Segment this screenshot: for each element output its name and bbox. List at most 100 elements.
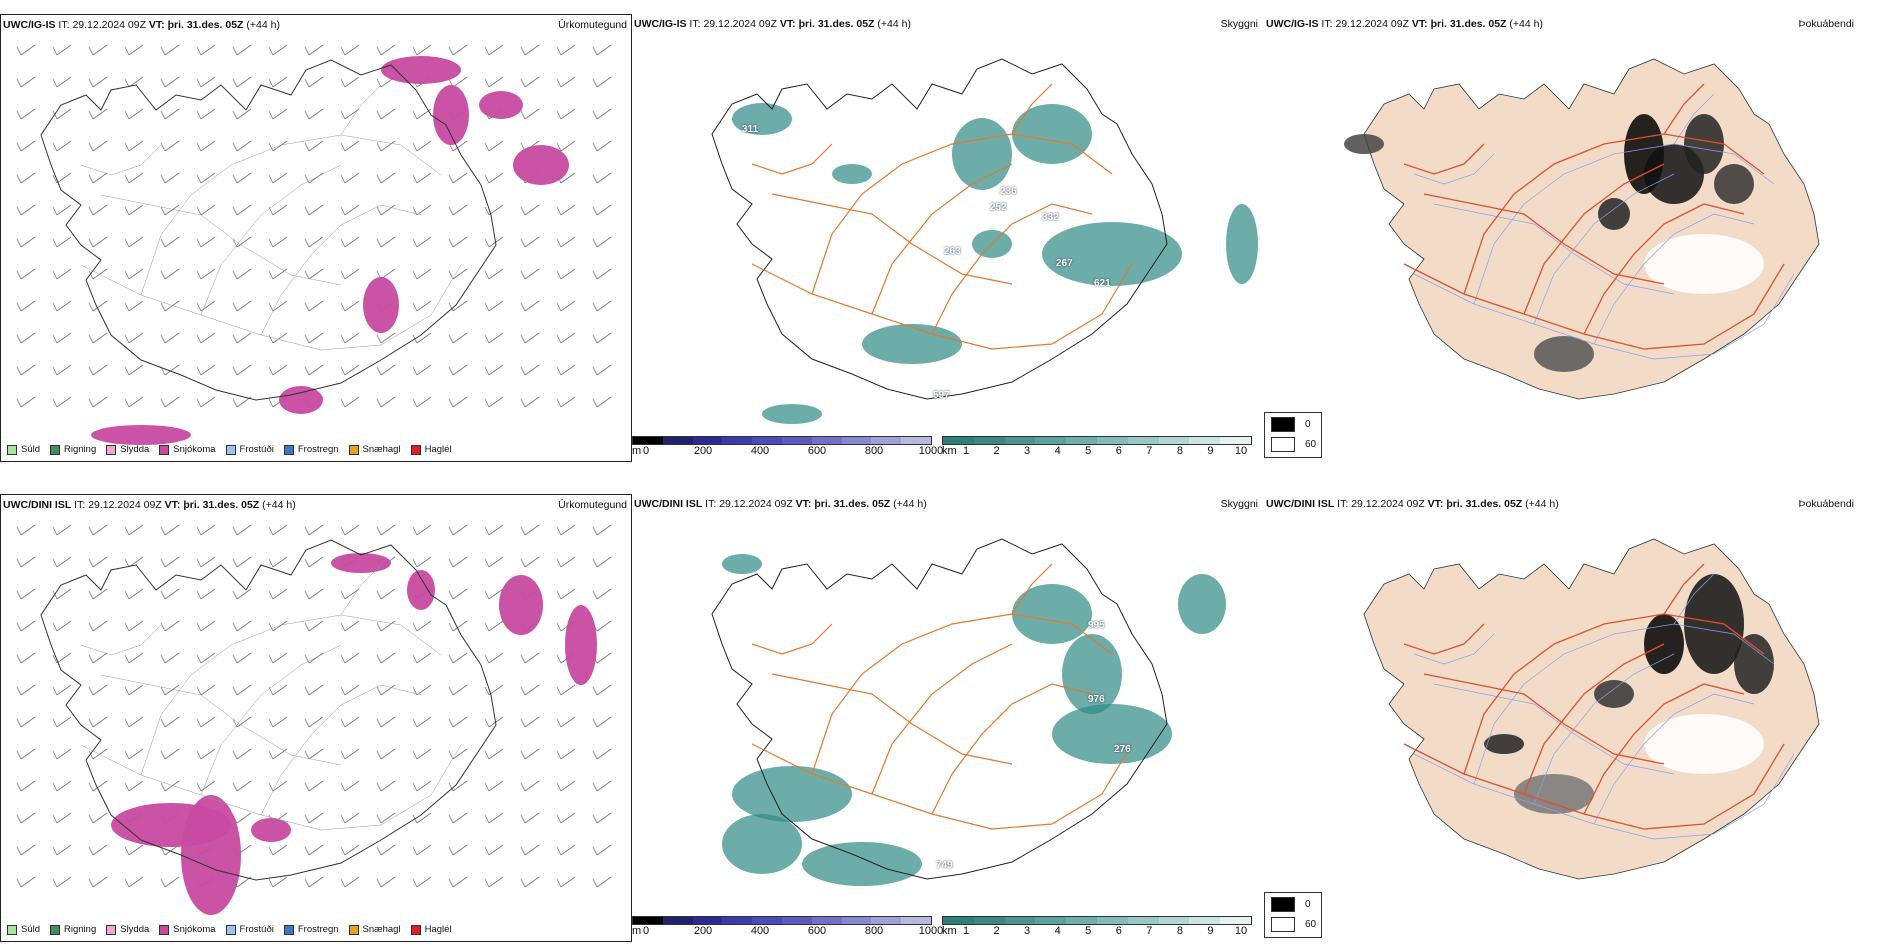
weather-area [1012, 104, 1092, 164]
wind-barb [340, 268, 360, 280]
wind-barb [592, 684, 612, 696]
scale-tick: 4 [1054, 445, 1061, 457]
wind-barb [124, 524, 144, 536]
visibility-colorbar [942, 916, 1252, 925]
colorbar-cell [1004, 437, 1036, 444]
wind-barb [340, 652, 360, 664]
weather-area [862, 324, 962, 364]
wind-barb [592, 844, 612, 856]
colorbar-cell [811, 437, 842, 444]
wind-barb [124, 332, 144, 344]
wind-barb [448, 268, 468, 280]
wind-barb [196, 396, 216, 408]
legend-label: Snjókoma [173, 924, 216, 935]
colorbar-cell [1127, 917, 1159, 924]
weather-area [407, 570, 435, 610]
wind-barb [484, 364, 504, 376]
legend-swatch [50, 924, 61, 935]
wind-barb [376, 812, 396, 824]
wind-barb [340, 76, 360, 88]
scale-tick: 3 [1024, 445, 1031, 457]
wind-barb [376, 684, 396, 696]
wind-barb [16, 844, 36, 856]
colorbar-cell [973, 437, 1005, 444]
wind-barb [412, 268, 432, 280]
wind-barb [16, 780, 36, 792]
wind-barb [88, 300, 108, 312]
scale-tick: 0 [642, 445, 650, 457]
wind-barb [160, 652, 180, 664]
wind-barb [556, 748, 576, 760]
fog-legend: 0 60 [1264, 412, 1322, 458]
legend-label: Súld [21, 444, 41, 455]
wind-barb [196, 76, 216, 88]
wind-barb [448, 748, 468, 760]
wind-barb [520, 44, 540, 56]
wind-barb [232, 524, 252, 536]
wind-barb [304, 556, 324, 568]
wind-barb [340, 844, 360, 856]
legend-swatch [106, 924, 117, 935]
wind-barb [124, 652, 144, 664]
legend-label: Snæhagl [362, 924, 401, 935]
colorbar-cell [841, 917, 872, 924]
wind-barb [88, 44, 108, 56]
wind-barb [268, 684, 288, 696]
wind-barb [484, 172, 504, 184]
colorbar-cell [943, 917, 974, 924]
wind-barb [556, 812, 576, 824]
scale-tick: 200 [693, 925, 713, 937]
wind-barb [592, 140, 612, 152]
wind-barb [196, 172, 216, 184]
wind-barb [268, 588, 288, 600]
wind-barb [160, 748, 180, 760]
wind-barb [52, 876, 72, 888]
wind-barb [16, 204, 36, 216]
wind-barb [124, 204, 144, 216]
wind-barb [268, 716, 288, 728]
wind-barb [124, 748, 144, 760]
wind-barb [484, 76, 504, 88]
wind-barb [88, 716, 108, 728]
wind-barb [304, 716, 324, 728]
wind-barb [412, 844, 432, 856]
weather-area [1062, 634, 1122, 714]
wind-barb [232, 204, 252, 216]
wind-barb [592, 204, 612, 216]
colorbar-cell [943, 437, 974, 444]
wind-barb [124, 396, 144, 408]
wind-barb [448, 684, 468, 696]
wind-barb [448, 524, 468, 536]
wind-barb [484, 556, 504, 568]
wind-barb [196, 716, 216, 728]
wind-barb [304, 76, 324, 88]
wind-barb [304, 44, 324, 56]
wind-barb [412, 620, 432, 632]
colorbar-cell [841, 437, 872, 444]
wind-barb [304, 204, 324, 216]
weather-area [722, 554, 762, 574]
legend-item: Súld [7, 444, 40, 455]
ceiling-value-label: 311 [742, 124, 759, 135]
wind-barb [88, 844, 108, 856]
legend-item: Snæhagl [348, 924, 401, 935]
weather-area [363, 277, 399, 333]
colorbar-cell [1035, 917, 1067, 924]
legend-label: Rigning [64, 924, 97, 935]
legend-label: Frostúði [239, 444, 274, 455]
wind-barb [88, 876, 108, 888]
wind-barb [484, 780, 504, 792]
wind-barb [376, 780, 396, 792]
wind-barb [556, 556, 576, 568]
wind-barb [124, 108, 144, 120]
wind-barb [556, 716, 576, 728]
colorbar-cell [633, 917, 663, 924]
colorbar-cell [662, 917, 693, 924]
iceland-fog-map [1344, 58, 1820, 400]
wind-barb [412, 172, 432, 184]
wind-barb [592, 108, 612, 120]
wind-barb [232, 364, 252, 376]
fog-legend-white-box [1271, 437, 1295, 452]
wind-barb [232, 44, 252, 56]
weather-area [1012, 584, 1092, 644]
